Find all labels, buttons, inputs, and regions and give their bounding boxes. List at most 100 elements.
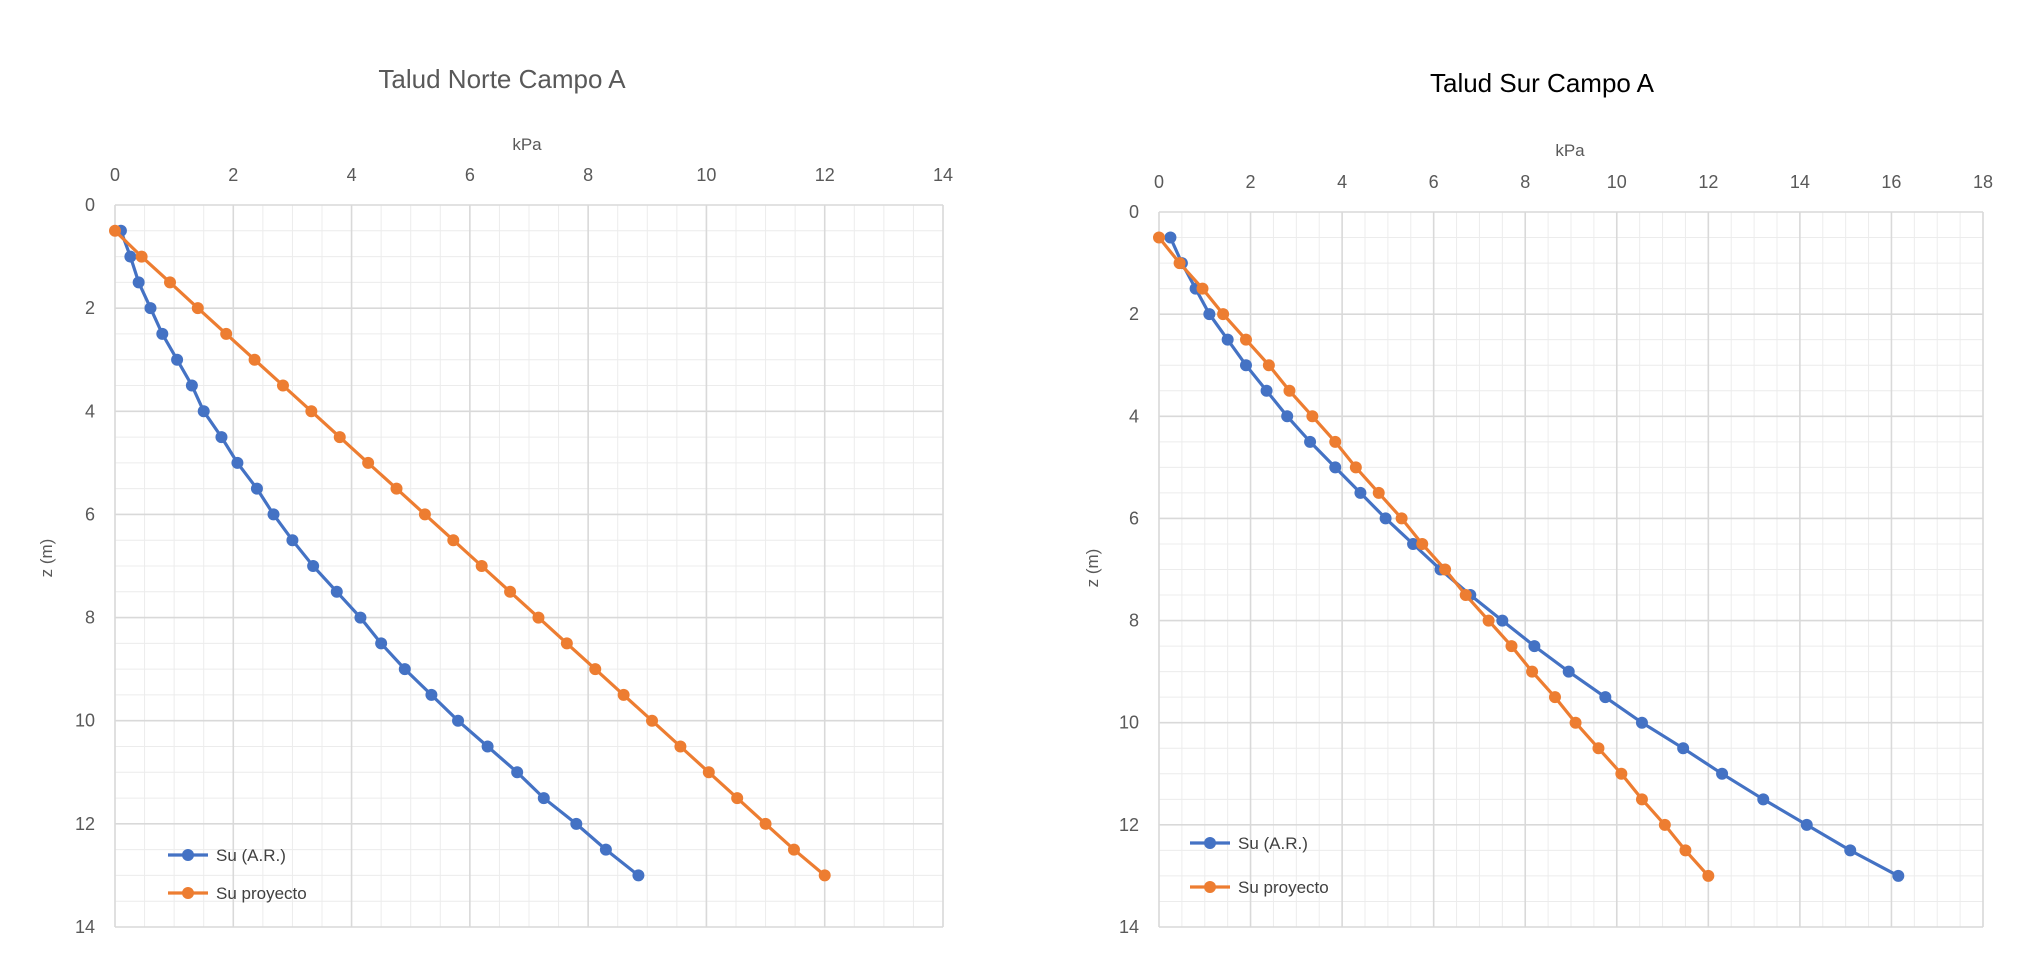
y-tick-label: 8 — [85, 608, 95, 628]
y-tick-label: 14 — [75, 917, 95, 937]
x-tick-label: 0 — [1154, 172, 1164, 192]
data-point — [1459, 589, 1472, 602]
data-point — [164, 276, 177, 289]
y-axis-label: z (m) — [1083, 549, 1102, 588]
chart-talud-norte: Talud Norte Campo A kPa z (m) 0 2 4 6 8 10 12 1… — [0, 0, 1000, 967]
data-point — [144, 302, 157, 315]
data-point — [185, 379, 198, 392]
data-point — [1844, 844, 1857, 857]
legend-label: Su proyecto — [1238, 878, 1329, 897]
data-point — [390, 482, 403, 495]
x-tick-label: 2 — [228, 165, 238, 185]
data-point — [231, 456, 244, 469]
data-point — [1354, 486, 1367, 499]
y-tick-label: 2 — [85, 298, 95, 318]
legend-label: Su (A.R.) — [1238, 834, 1308, 853]
data-point — [1217, 308, 1230, 321]
data-point — [1395, 512, 1408, 525]
data-point — [1615, 767, 1628, 780]
data-point — [1702, 869, 1715, 882]
data-point — [1528, 640, 1541, 653]
data-point — [759, 817, 772, 830]
x-tick-label: 10 — [1607, 172, 1627, 192]
data-point — [532, 611, 545, 624]
data-point — [1203, 308, 1216, 321]
data-point — [481, 740, 494, 753]
data-point — [1526, 665, 1539, 678]
data-point — [617, 688, 630, 701]
data-point — [1349, 461, 1362, 474]
data-point — [1482, 614, 1495, 627]
data-point — [599, 843, 612, 856]
x-tick-label: 8 — [1520, 172, 1530, 192]
data-point — [354, 611, 367, 624]
data-point — [1260, 384, 1273, 397]
data-point — [1496, 614, 1509, 627]
legend-swatch-marker — [1204, 837, 1216, 849]
data-point — [1658, 818, 1671, 831]
data-point — [452, 714, 465, 727]
data-point — [702, 766, 715, 779]
x-tick-label: 4 — [1337, 172, 1347, 192]
data-point — [220, 327, 233, 340]
x-tick-label: 6 — [1429, 172, 1439, 192]
data-point — [1416, 537, 1429, 550]
data-point — [248, 353, 261, 366]
chart-talud-sur: Talud Sur Campo A kPa z (m) 0 2 4 6 8 10 12 14 1… — [1040, 0, 2035, 967]
data-point — [560, 637, 573, 650]
x-tick-label: 6 — [465, 165, 475, 185]
x-tick-label: 0 — [110, 165, 120, 185]
y-tick-label: 14 — [1119, 917, 1139, 937]
data-point — [1562, 665, 1575, 678]
chart-title: Talud Norte Campo A — [378, 64, 626, 94]
chart-canvas-sur: Talud Sur Campo A kPa z (m) 0 2 4 6 8 10 12 14 1… — [1083, 68, 1993, 937]
x-axis-label: kPa — [1555, 141, 1585, 160]
data-point — [171, 353, 184, 366]
data-point — [418, 508, 431, 521]
x-tick-label: 18 — [1973, 172, 1993, 192]
x-tick-label: 12 — [1698, 172, 1718, 192]
data-point — [286, 534, 299, 547]
data-point — [1599, 691, 1612, 704]
data-point — [1372, 486, 1385, 499]
data-point — [1196, 282, 1209, 295]
data-point — [1164, 231, 1177, 244]
data-point — [267, 508, 280, 521]
data-point — [1635, 793, 1648, 806]
data-point — [1592, 742, 1605, 755]
data-point — [425, 688, 438, 701]
data-point — [1548, 691, 1561, 704]
y-axis-label: z (m) — [37, 539, 56, 578]
chart-title: Talud Sur Campo A — [1430, 68, 1655, 98]
data-point — [1407, 537, 1420, 550]
data-point — [1329, 461, 1342, 474]
data-point — [1329, 435, 1342, 448]
data-point — [570, 817, 583, 830]
data-point — [276, 379, 289, 392]
data-point — [646, 714, 659, 727]
y-tick-label: 10 — [1119, 713, 1139, 733]
data-point — [1262, 359, 1275, 372]
data-point — [1304, 435, 1317, 448]
y-tick-label: 8 — [1129, 611, 1139, 631]
data-point — [1505, 640, 1518, 653]
data-point — [475, 560, 488, 572]
data-point — [1283, 384, 1296, 397]
data-point — [1679, 844, 1692, 857]
data-point — [589, 663, 602, 676]
data-point — [330, 585, 343, 598]
x-tick-label: 8 — [583, 165, 593, 185]
data-point — [305, 405, 318, 418]
x-tick-label: 10 — [696, 165, 716, 185]
data-point — [1281, 410, 1294, 423]
x-tick-label: 14 — [1790, 172, 1810, 192]
data-point — [156, 327, 169, 340]
data-point — [215, 431, 228, 444]
x-tick-label: 16 — [1881, 172, 1901, 192]
data-point — [818, 869, 831, 882]
series-line-0 — [119, 230, 640, 877]
data-point — [109, 224, 121, 237]
data-point — [1757, 793, 1770, 806]
y-tick-label: 2 — [1129, 304, 1139, 324]
data-point — [787, 843, 800, 856]
